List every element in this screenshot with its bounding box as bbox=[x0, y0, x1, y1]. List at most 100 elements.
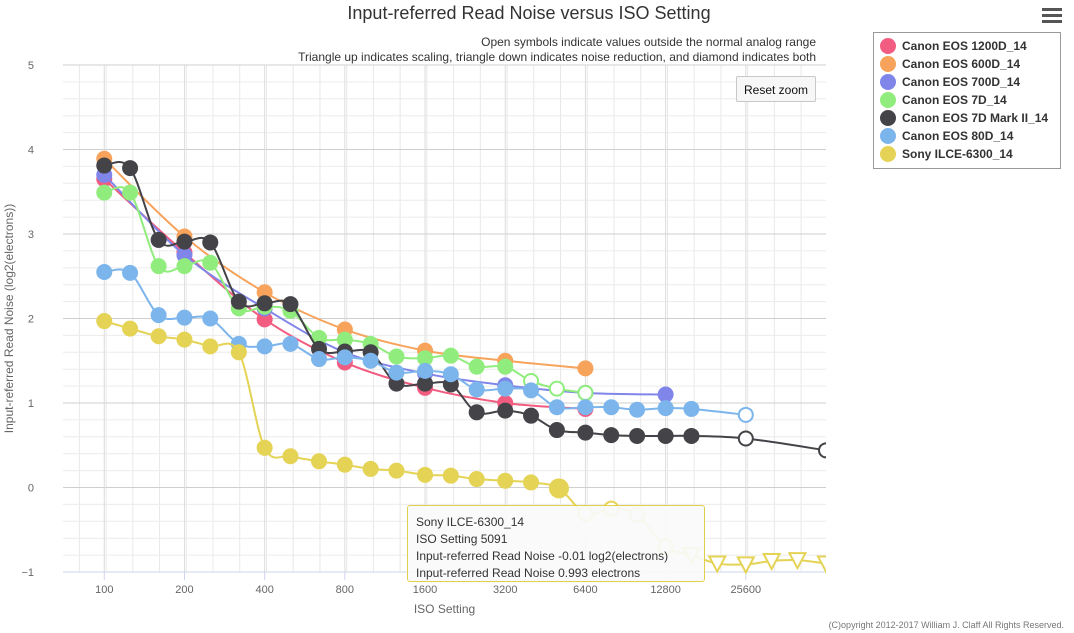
data-point bbox=[497, 402, 514, 419]
data-point bbox=[468, 471, 485, 488]
data-point bbox=[176, 247, 193, 264]
data-point bbox=[629, 401, 646, 418]
data-point bbox=[256, 338, 273, 355]
legend-marker-icon bbox=[880, 146, 896, 162]
subtitle-line-2: Triangle up indicates scaling, triangle … bbox=[298, 50, 816, 64]
data-point bbox=[468, 404, 485, 421]
subtitle-line-1: Open symbols indicate values outside the… bbox=[481, 35, 816, 49]
y-tick-label: 4 bbox=[28, 145, 34, 157]
legend-item[interactable]: Sony ILCE-6300_14 bbox=[874, 145, 1060, 163]
tooltip-series: Sony ILCE-6300_14 bbox=[416, 515, 525, 529]
data-point bbox=[388, 364, 405, 381]
data-point bbox=[122, 320, 139, 337]
legend-item[interactable]: Canon EOS 80D_14 bbox=[874, 127, 1060, 145]
x-tick-label: 25600 bbox=[731, 584, 762, 596]
data-point bbox=[548, 399, 565, 416]
data-point-open bbox=[818, 442, 826, 459]
data-point-hovered bbox=[548, 478, 569, 499]
data-point-triangle-down bbox=[707, 555, 727, 574]
legend-label: Canon EOS 1200D_14 bbox=[902, 39, 1027, 53]
data-point bbox=[468, 358, 485, 375]
data-point-triangle-down bbox=[816, 555, 826, 574]
data-point bbox=[468, 381, 485, 398]
data-point bbox=[176, 233, 193, 250]
data-point bbox=[497, 472, 514, 489]
data-point bbox=[657, 427, 674, 444]
y-tick-label: 0 bbox=[28, 483, 34, 495]
legend-label: Sony ILCE-6300_14 bbox=[902, 147, 1013, 161]
data-point bbox=[442, 347, 459, 364]
tooltip-noise-electrons: Input-referred Read Noise 0.993 electron… bbox=[416, 566, 641, 580]
data-point bbox=[202, 310, 219, 327]
data-point bbox=[150, 307, 167, 324]
chart-series-layer bbox=[96, 150, 826, 575]
data-point bbox=[603, 427, 620, 444]
legend-item[interactable]: Canon EOS 7D Mark II_14 bbox=[874, 109, 1060, 127]
series-5 bbox=[96, 264, 754, 423]
data-point bbox=[442, 366, 459, 383]
data-point bbox=[336, 349, 353, 366]
y-axis-title: Input-referred Read Noise (log2(electron… bbox=[2, 204, 16, 433]
legend-item[interactable]: Canon EOS 1200D_14 bbox=[874, 37, 1060, 55]
chart-menu-icon[interactable] bbox=[1040, 6, 1064, 26]
legend-marker-icon bbox=[880, 110, 896, 126]
y-tick-label: −1 bbox=[21, 567, 34, 579]
data-point bbox=[96, 264, 113, 281]
data-point bbox=[256, 284, 273, 301]
data-point bbox=[336, 331, 353, 348]
legend-marker-icon bbox=[880, 56, 896, 72]
data-point bbox=[230, 344, 247, 361]
data-point-open bbox=[548, 380, 565, 397]
data-point bbox=[256, 439, 273, 456]
data-point bbox=[202, 234, 219, 251]
data-point bbox=[96, 184, 113, 201]
legend-label: Canon EOS 600D_14 bbox=[902, 57, 1021, 71]
x-tick-label: 12800 bbox=[650, 584, 681, 596]
x-tick-label: 1600 bbox=[413, 584, 437, 596]
data-point-triangle-down bbox=[761, 553, 782, 572]
legend-item[interactable]: Canon EOS 600D_14 bbox=[874, 55, 1060, 73]
data-point bbox=[629, 427, 646, 444]
data-point-open bbox=[577, 384, 594, 401]
data-point bbox=[417, 362, 434, 379]
y-tick-label: 2 bbox=[28, 314, 34, 326]
data-point bbox=[96, 313, 113, 330]
data-point bbox=[497, 380, 514, 397]
data-point bbox=[311, 329, 328, 346]
data-point bbox=[577, 360, 594, 377]
data-point bbox=[202, 338, 219, 355]
data-point bbox=[417, 350, 434, 367]
x-axis-title: ISO Setting bbox=[414, 602, 475, 616]
data-point bbox=[603, 399, 620, 416]
data-point bbox=[442, 467, 459, 484]
chart-grid bbox=[63, 64, 826, 573]
data-point bbox=[548, 422, 565, 439]
series-4 bbox=[96, 157, 826, 459]
data-point bbox=[577, 399, 594, 416]
data-point bbox=[230, 293, 247, 310]
tooltip-iso: ISO Setting 5091 bbox=[416, 532, 508, 546]
data-point bbox=[176, 309, 193, 326]
data-point bbox=[683, 400, 700, 417]
data-point bbox=[657, 400, 674, 417]
legend-item[interactable]: Canon EOS 700D_14 bbox=[874, 73, 1060, 91]
data-point bbox=[388, 348, 405, 365]
data-point bbox=[150, 258, 167, 275]
chart-legend: Canon EOS 1200D_14 Canon EOS 600D_14 Canon… bbox=[873, 32, 1061, 169]
data-point bbox=[388, 375, 405, 392]
data-point bbox=[497, 358, 514, 375]
x-tick-label: 3200 bbox=[493, 584, 517, 596]
data-point bbox=[362, 460, 379, 477]
data-point bbox=[657, 386, 674, 403]
data-point bbox=[523, 382, 540, 399]
data-point bbox=[122, 160, 139, 177]
data-point bbox=[388, 462, 405, 479]
legend-marker-icon bbox=[880, 128, 896, 144]
legend-label: Canon EOS 7D Mark II_14 bbox=[902, 111, 1049, 125]
legend-item[interactable]: Canon EOS 7D_14 bbox=[874, 91, 1060, 109]
x-tick-label: 800 bbox=[336, 584, 354, 596]
data-point-open bbox=[737, 406, 754, 423]
reset-zoom-button[interactable]: Reset zoom bbox=[736, 76, 816, 102]
data-point bbox=[176, 331, 193, 348]
